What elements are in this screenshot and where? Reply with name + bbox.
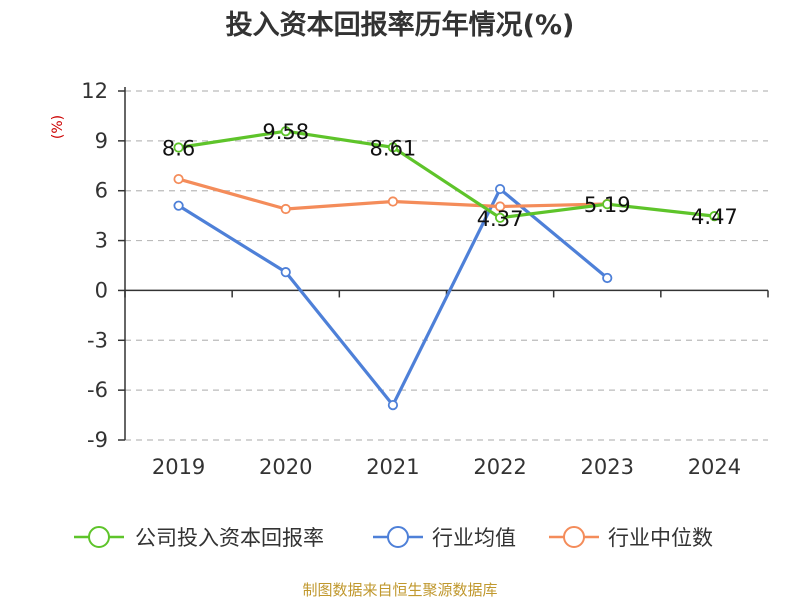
data-label: 9.58	[262, 120, 309, 144]
data-point-industry_median[interactable]	[494, 201, 506, 212]
data-point-industry_median[interactable]	[173, 173, 184, 185]
data-point-company[interactable]	[387, 142, 399, 153]
chart-title: 投入资本回报率历年情况(%)	[226, 9, 575, 41]
y-axis-label: (%)	[50, 115, 66, 139]
series-lines	[176, 129, 717, 407]
data-label: 8.6	[162, 137, 195, 161]
y-tick-label: -6	[87, 378, 108, 402]
source-note: 制图数据来自恒生聚源数据库	[302, 581, 497, 599]
x-tick-label: 2022	[473, 455, 526, 479]
legend-swatch-marker	[88, 526, 110, 548]
y-tick-label: 3	[95, 229, 108, 253]
data-label: 4.37	[477, 207, 524, 231]
data-point-industry_median[interactable]	[280, 203, 291, 215]
data-point-industry_avg[interactable]	[494, 183, 506, 195]
data-point-industry_avg[interactable]	[387, 399, 399, 411]
data-point-industry_avg[interactable]	[173, 200, 184, 211]
data-point-industry_avg[interactable]	[602, 272, 613, 284]
y-tick-label: -3	[87, 328, 108, 352]
data-point-industry_median[interactable]	[387, 196, 399, 207]
legend[interactable]: 公司投入资本回报率 行业均值 行业中位数	[74, 526, 713, 550]
data-label: 4.47	[691, 205, 738, 229]
data-point-company[interactable]	[602, 199, 613, 210]
x-tick-labels: 2019 2020 2021 2022 2023 2024	[152, 455, 741, 479]
x-tick-label: 2023	[581, 455, 634, 479]
data-point-company[interactable]	[494, 212, 506, 223]
series-line-company	[176, 129, 717, 220]
y-tick-label: -9	[87, 428, 108, 452]
grid-lines	[118, 90, 768, 441]
legend-label: 行业中位数	[608, 526, 713, 550]
legend-item-industry_avg[interactable]: 行业均值	[373, 526, 516, 550]
legend-swatch-marker	[563, 526, 585, 548]
y-tick-label: 0	[95, 278, 108, 302]
legend-item-company[interactable]: 公司投入资本回报率	[74, 526, 324, 550]
axes	[124, 87, 769, 440]
legend-swatch-marker	[387, 526, 409, 548]
data-point-industry_avg[interactable]	[280, 267, 291, 278]
data-point-company[interactable]	[709, 211, 720, 222]
series-points	[173, 126, 720, 411]
data-label: 5.19	[584, 193, 631, 217]
x-tick-label: 2019	[152, 455, 205, 479]
x-tick-label: 2021	[366, 455, 419, 479]
y-tick-label: 9	[95, 129, 108, 153]
y-tick-label: 6	[95, 179, 108, 203]
legend-label: 公司投入资本回报率	[135, 526, 324, 550]
y-tick-labels: 12 9 6 3 0 -3 -6 -9	[81, 79, 108, 452]
y-tick-label: 12	[81, 79, 108, 103]
legend-item-industry_median[interactable]: 行业中位数	[549, 526, 713, 550]
legend-label: 行业均值	[432, 526, 516, 550]
data-point-company[interactable]	[173, 142, 184, 153]
data-label: 8.61	[370, 136, 417, 160]
data-point-company[interactable]	[280, 126, 291, 137]
series-line-industry_avg	[176, 187, 609, 407]
x-tick-label: 2020	[259, 455, 312, 479]
x-tick-label: 2024	[688, 455, 741, 479]
data-labels: 8.6 9.58 8.61 4.37 5.19 4.47	[162, 120, 738, 231]
